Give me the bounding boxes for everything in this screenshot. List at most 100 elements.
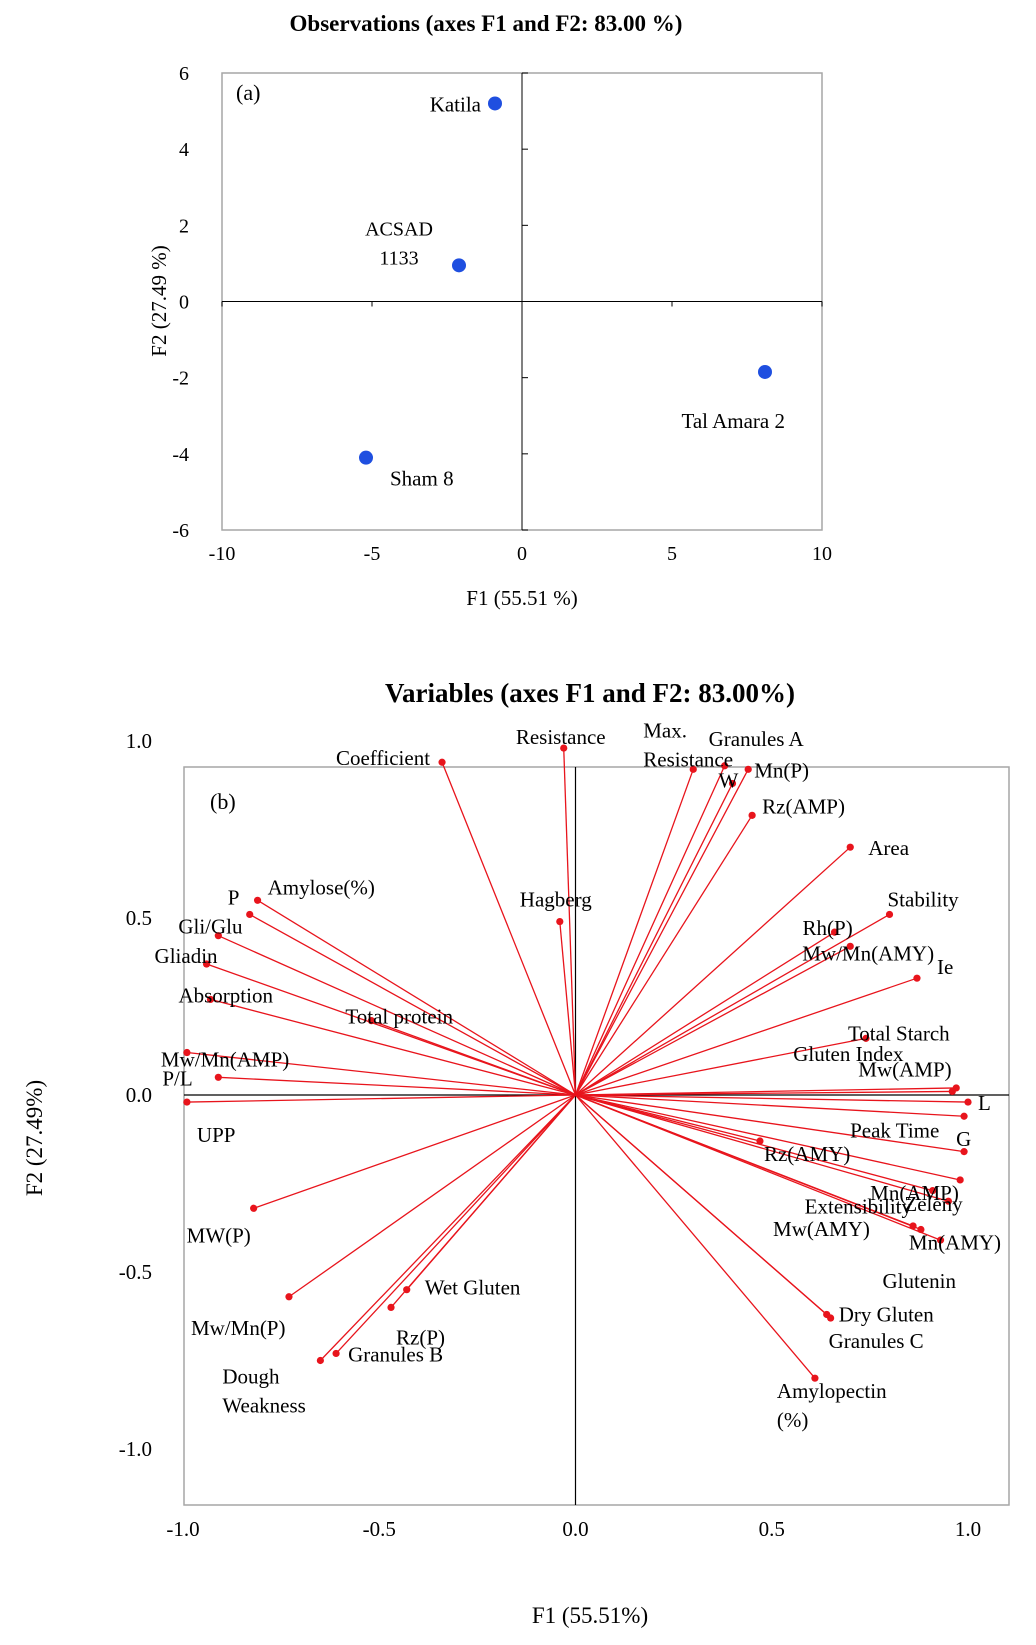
loading-vector-p: [249, 913, 576, 1096]
y-tick-label-a: 6: [179, 63, 189, 85]
loading-vector-ie: [575, 977, 918, 1096]
variable-label-dough-weakness: Dough Weakness: [222, 1365, 305, 1418]
loading-vector-mn-p: [574, 769, 749, 1096]
variable-label-mw-mn-p: Mw/Mn(P): [191, 1316, 286, 1340]
variable-label-gluten-index: Gluten Index: [793, 1042, 904, 1066]
loading-vector-rh-p: [575, 931, 835, 1096]
y-tick-label-a: -6: [172, 520, 189, 542]
variables-chart: Variables (axes F1 and F2: 83.00%) (b) -…: [22, 678, 1010, 1628]
variable-label-rz-p: Rz(P): [396, 1325, 445, 1349]
variable-label-granules-c: Granules C: [829, 1329, 924, 1353]
y-axis-label-a: F2 (27.49 %): [147, 245, 171, 356]
loading-point-amylose: [253, 896, 262, 904]
loading-point-w: [728, 779, 737, 788]
variable-label-resistance: Resistance: [516, 725, 606, 749]
loading-vectors: [183, 744, 972, 1382]
loading-point-p-l: [214, 1073, 222, 1081]
y-tick-label-b: 1.0: [126, 729, 152, 753]
variable-label-dry-gluten: Dry Gluten: [839, 1302, 935, 1326]
variable-label-absorption: Absorption: [178, 983, 273, 1007]
x-axis-label-b: F1 (55.51%): [532, 1603, 648, 1628]
loading-vector-p-l: [218, 1076, 576, 1096]
loading-vector-mw-mn-amp: [186, 1051, 576, 1096]
loading-vector-g: [575, 1094, 965, 1117]
x-tick-label-b: 1.0: [955, 1517, 981, 1541]
variable-label-amylose: Amylose(%): [268, 875, 375, 899]
loading-point-granules-b: [332, 1349, 340, 1358]
loading-point-granules-a: [721, 762, 729, 770]
loading-vector-granules-b: [335, 1094, 576, 1354]
x-tick-label-a: 0: [517, 543, 527, 565]
y-tick-label-a: 2: [179, 215, 189, 237]
loading-vector-amylopectin: [575, 1094, 816, 1379]
loading-point-rz-amp: [748, 811, 756, 819]
variable-label-granules-b: Granules B: [348, 1342, 443, 1366]
loading-vector-l: [575, 1094, 969, 1103]
chart-title-a: Observations (axes F1 and F2: 83.00 %): [290, 11, 683, 36]
loading-vector-dough-weakness: [319, 1094, 576, 1361]
loading-point-coefficient: [438, 758, 446, 766]
x-tick-label-b: -1.0: [166, 1517, 199, 1541]
loading-point-hagberg: [556, 917, 564, 926]
y-tick-label-a: -2: [172, 368, 189, 390]
loading-point-extensibility: [929, 1186, 937, 1195]
variable-label-wet-gluten: Wet Gluten: [425, 1276, 521, 1300]
panel-label-a: (a): [236, 80, 260, 105]
variable-label-granules-a: Granules A: [709, 727, 805, 751]
variable-label-stability: Stability: [888, 887, 960, 911]
observation-point-acsad-1133: [452, 258, 466, 273]
variable-label-rh-p: Rh(P): [803, 916, 853, 940]
variable-label-mw-mn-amy: Mw/Mn(AMY): [802, 941, 934, 965]
loading-point-ie: [913, 974, 921, 982]
loading-vector-mn-amp: [575, 1094, 961, 1181]
loading-point-mw-mn-amy: [846, 942, 854, 950]
loading-vector-gli-glu: [218, 935, 576, 1096]
observations-chart: Observations (axes F1 and F2: 83.00 %) (…: [147, 11, 832, 610]
observation-point-sham-8: [359, 450, 373, 465]
chart-title-b: Variables (axes F1 and F2: 83.00%): [385, 678, 795, 708]
observation-label-tal-amara-2: Tal Amara 2: [682, 409, 786, 433]
loading-vector-granules-c: [575, 1094, 832, 1319]
loading-point-total-protein: [367, 1017, 375, 1025]
loading-point-rz-p: [387, 1303, 395, 1311]
loading-point-p: [246, 910, 254, 919]
loading-point-gliadin: [202, 960, 211, 968]
loading-vector-coefficient: [441, 761, 577, 1096]
observation-point-katila: [488, 96, 502, 111]
loading-vector-upp: [186, 1094, 576, 1103]
loading-point-mw-mn-p: [285, 1293, 293, 1301]
variable-label-rz-amp: Rz(AMP): [762, 794, 845, 818]
observation-point-tal-amara-2: [758, 364, 772, 379]
loading-vector-rz-p: [390, 1094, 576, 1308]
loading-point-mn-amp: [956, 1176, 964, 1184]
variable-label-gliadin: Gliadin: [155, 944, 218, 968]
x-tick-label-a: -10: [209, 543, 236, 565]
observation-label-sham-8: Sham 8: [390, 467, 454, 491]
loading-point-amylopectin: [811, 1374, 819, 1382]
loading-vector-hagberg: [559, 921, 577, 1096]
loading-point-l: [964, 1098, 972, 1106]
panel-label-b: (b): [210, 789, 236, 814]
y-tick-label-a: -4: [172, 444, 189, 466]
variable-label-p-l: P/L: [162, 1066, 192, 1090]
x-tick-label-b: 0.5: [759, 1517, 785, 1541]
x-axis-label-a: F1 (55.51 %): [466, 586, 577, 610]
observation-label-acsad-1133: ACSAD 1133: [365, 218, 433, 269]
loading-vector-mw-mn-p: [288, 1094, 576, 1298]
loading-vector-rz-amp: [574, 814, 753, 1096]
variable-label-amylopectin: Amylopectin (%): [777, 1379, 887, 1432]
loading-point-upp: [183, 1098, 191, 1106]
variable-label-mn-p: Mn(P): [754, 758, 809, 782]
variable-label-extensibility: Extensibility: [805, 1195, 913, 1219]
x-tick-label-b: -0.5: [363, 1517, 396, 1541]
loading-vector-total-protein: [371, 1020, 576, 1096]
loading-vector-peak-time: [575, 1094, 965, 1153]
y-axis-label-b: F2 (27.49%): [22, 1080, 47, 1196]
x-tick-label-a: 5: [667, 543, 677, 565]
variable-label-rz-amy: Rz(AMY): [764, 1142, 850, 1166]
loading-vector-glutenin: [575, 1094, 941, 1241]
loading-vector-max-resistance: [574, 769, 694, 1096]
variable-label-area: Area: [868, 836, 909, 860]
